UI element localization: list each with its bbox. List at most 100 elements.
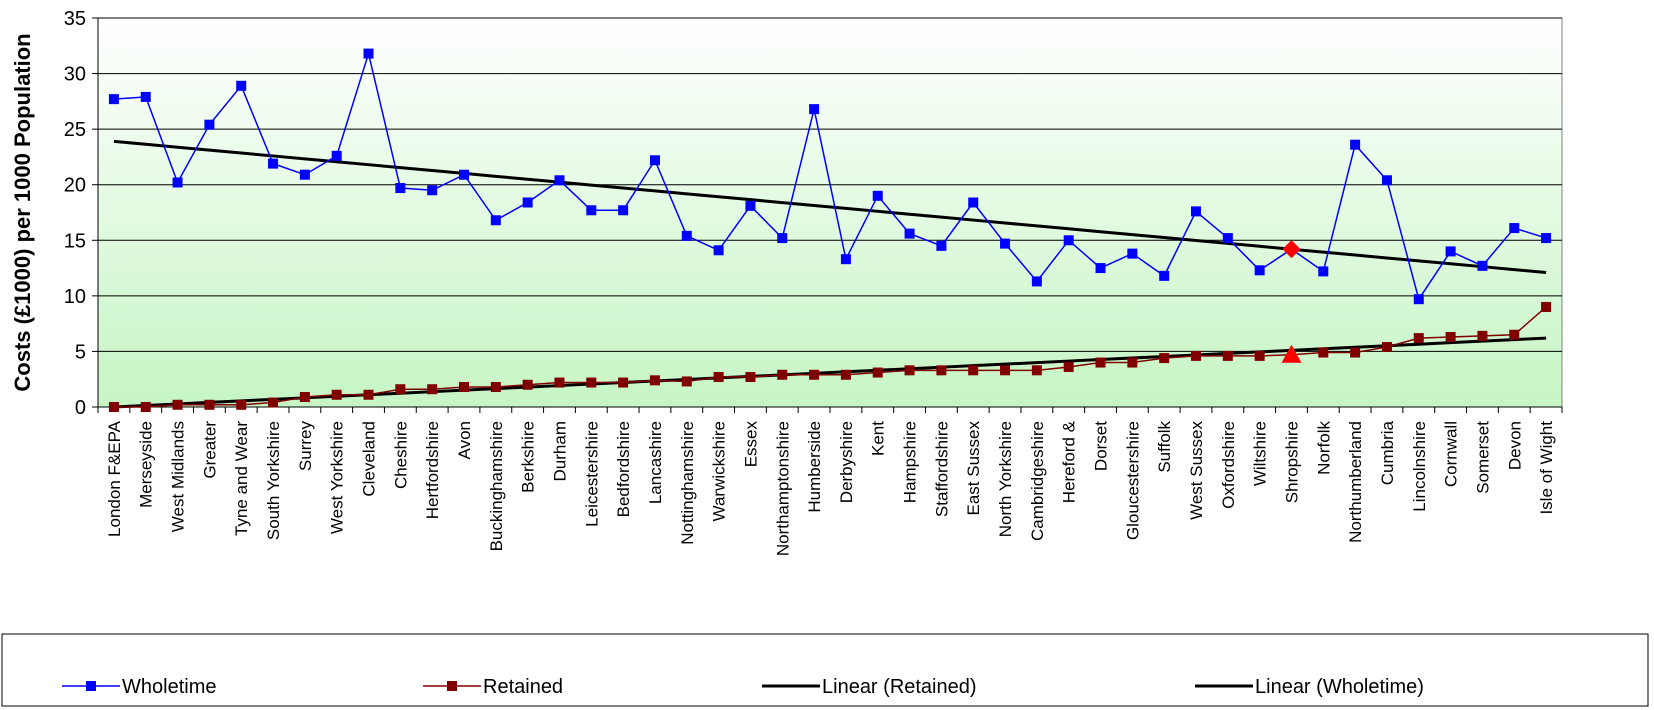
data-point	[1318, 266, 1329, 277]
x-tick-label: Bedfordshire	[614, 421, 633, 517]
legend-marker	[447, 681, 457, 691]
data-point	[236, 399, 247, 410]
data-point	[1063, 361, 1074, 372]
x-tick-label: Hampshire	[901, 421, 920, 503]
data-point	[586, 205, 597, 216]
data-point	[872, 190, 883, 201]
x-tick-label: Hereford &	[1060, 420, 1079, 503]
data-point	[554, 175, 565, 186]
data-point	[936, 240, 947, 251]
data-point	[395, 183, 406, 194]
x-tick-label: Dorset	[1092, 421, 1111, 471]
x-tick-label: West Sussex	[1187, 421, 1206, 520]
data-point	[204, 399, 215, 410]
data-point	[1159, 270, 1170, 281]
data-point	[1031, 276, 1042, 287]
data-point	[1222, 350, 1233, 361]
data-point	[904, 365, 915, 376]
legend-item: Retained	[423, 676, 563, 698]
data-point	[1541, 301, 1552, 312]
x-tick-label: West Midlands	[169, 421, 188, 532]
x-tick-label: East Sussex	[964, 421, 983, 516]
data-point	[459, 169, 469, 180]
data-point	[1095, 263, 1106, 274]
x-tick-label: London F&EPA	[105, 420, 124, 537]
data-point	[1413, 294, 1424, 305]
data-point	[936, 365, 947, 376]
data-point	[1541, 233, 1552, 244]
data-point	[745, 200, 756, 211]
x-tick-label: Oxfordshire	[1219, 421, 1238, 509]
x-tick-label: Merseyside	[137, 421, 156, 508]
data-point	[1000, 238, 1011, 249]
x-axis: London F&EPA Merseyside West Midlands Great…	[97, 406, 1563, 556]
data-point	[1254, 350, 1265, 361]
y-tick-label: 35	[64, 8, 86, 30]
data-point	[1381, 341, 1392, 352]
data-point	[331, 150, 342, 161]
x-tick-label: Leicestershire	[582, 421, 601, 527]
data-point	[1191, 206, 1201, 217]
y-tick-label: 10	[64, 286, 86, 308]
data-point	[1445, 331, 1456, 342]
data-point	[268, 158, 279, 169]
data-point	[554, 377, 565, 388]
x-tick-label: Hertfordshire	[423, 421, 442, 519]
data-point	[490, 381, 501, 392]
series-layer	[108, 48, 1552, 412]
x-tick-label: Staffordshire	[932, 421, 951, 517]
x-tick-label: Avon	[455, 421, 474, 459]
x-tick-label: Isle of Wight	[1537, 421, 1556, 515]
data-point	[681, 376, 692, 387]
data-point	[1350, 347, 1361, 358]
y-tick-label: 30	[64, 64, 86, 86]
data-point	[1000, 365, 1011, 376]
data-point	[968, 365, 979, 376]
x-tick-label: Wiltshire	[1251, 421, 1270, 486]
y-tick-label: 15	[64, 230, 86, 252]
data-point	[1477, 330, 1488, 341]
data-point	[1477, 260, 1488, 271]
data-point	[1222, 233, 1233, 244]
data-point	[968, 197, 979, 208]
data-point	[1127, 248, 1138, 259]
legend-label: Linear (Wholetime)	[1255, 676, 1424, 698]
x-tick-label: Humberside	[805, 421, 824, 513]
data-point	[809, 104, 820, 115]
x-tick-label: Lancashire	[646, 421, 665, 504]
trendline-linear-wholetime	[113, 139, 1547, 275]
data-point	[427, 384, 438, 395]
data-point	[809, 369, 820, 380]
data-point	[840, 254, 851, 265]
series-line	[113, 50, 1547, 301]
x-tick-label: West Yorkshire	[328, 421, 347, 534]
data-point-highlight	[1281, 344, 1302, 363]
x-tick-label: South Yorkshire	[264, 421, 283, 540]
data-point-highlight	[1282, 240, 1301, 259]
y-tick-label: 25	[64, 119, 86, 141]
data-point	[1254, 265, 1265, 276]
data-point	[204, 119, 215, 130]
data-point	[172, 177, 183, 188]
y-axis-title: Costs (£1000) per 1000 Population	[10, 33, 35, 391]
data-point	[745, 371, 756, 382]
data-point	[522, 379, 533, 390]
x-tick-label: Kent	[869, 421, 888, 456]
data-point	[649, 375, 660, 386]
data-point	[331, 389, 342, 400]
x-tick-label: Warwickshire	[710, 421, 729, 521]
data-point	[649, 155, 660, 166]
data-point	[427, 185, 438, 196]
x-tick-label: Cleveland	[360, 421, 379, 497]
series-line	[113, 306, 1547, 408]
x-tick-label: Cambridgeshire	[1028, 421, 1047, 541]
legend-label: Linear (Retained)	[822, 676, 977, 698]
legend: Wholetime Retained Linear (Retained) Linear…	[1, 633, 1649, 707]
data-point	[1095, 357, 1106, 368]
data-point	[681, 230, 692, 241]
data-point	[840, 369, 851, 380]
legend-label: Retained	[483, 676, 563, 698]
series-wholetime	[108, 48, 1552, 305]
x-tick-label: Durham	[550, 421, 569, 481]
